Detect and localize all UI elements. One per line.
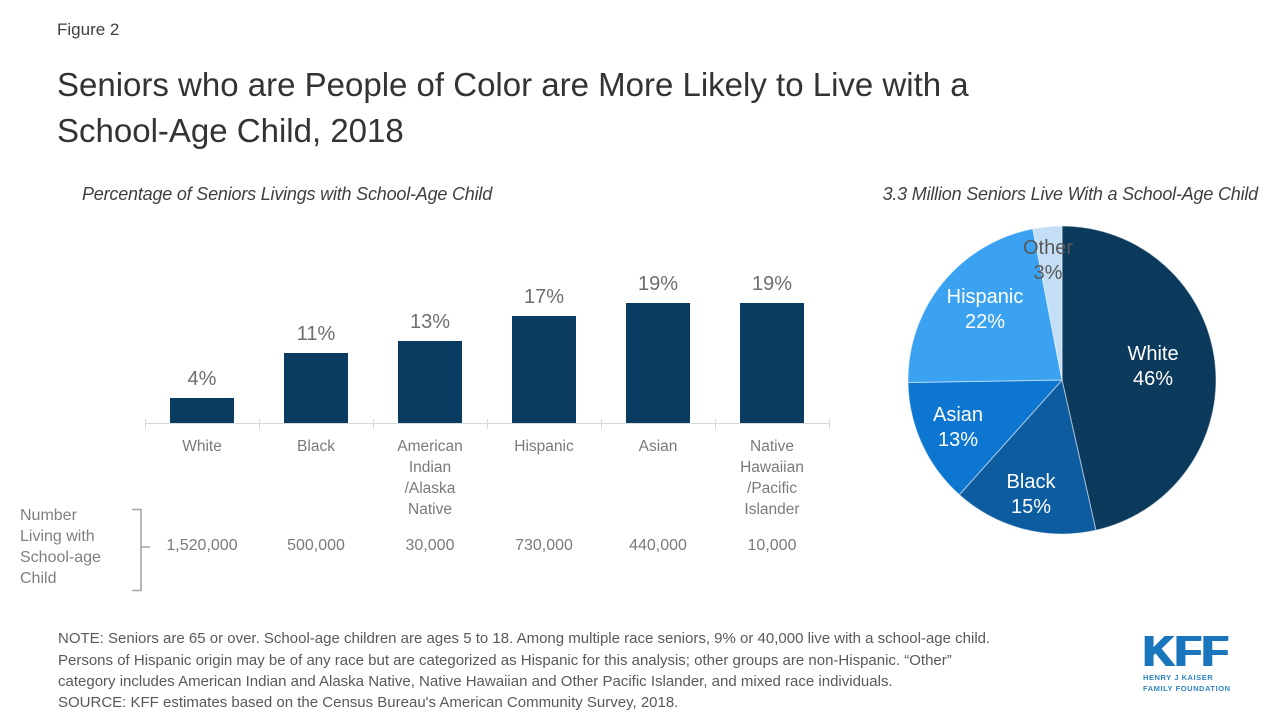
kff-logo-subtitle-2: FAMILY FOUNDATION — [1143, 684, 1231, 693]
source-text: SOURCE: KFF estimates based on the Censu… — [58, 694, 679, 711]
bar — [170, 398, 234, 423]
kff-logo-text: KFF — [1143, 627, 1229, 676]
pie-chart-subtitle: 3.3 Million Seniors Live With a School-A… — [882, 184, 1259, 204]
x-axis-tick — [145, 419, 146, 429]
bar — [626, 303, 690, 423]
page-title: Seniors who are People of Color are More… — [57, 62, 969, 154]
bar-value-label: 19% — [751, 273, 793, 295]
x-axis-tick — [373, 419, 374, 429]
bar-count-label: 10,000 — [747, 537, 797, 554]
bar-value-label: 17% — [523, 286, 565, 308]
bar — [398, 341, 462, 423]
title-line-1: Seniors who are People of Color are More… — [57, 66, 969, 103]
pie-slice-hispanic — [907, 228, 1063, 383]
figure-label: Figure 2 — [57, 20, 120, 39]
bar-category-label: Hispanic — [514, 438, 574, 455]
x-axis-tick — [829, 419, 830, 429]
bar-chart-subtitle: Percentage of Seniors Livings with Schoo… — [82, 184, 493, 204]
pie-chart — [907, 225, 1217, 535]
kff-logo-subtitle-1: HENRY J KAISER — [1143, 673, 1214, 682]
x-axis-tick — [715, 419, 716, 429]
bar-category-label: American Indian /Alaska Native — [397, 438, 463, 518]
pie-slice-white — [1061, 225, 1217, 531]
bar-value-label: 11% — [296, 323, 336, 345]
bar-count-label: 1,520,000 — [166, 537, 238, 554]
pie-slice-asian — [907, 379, 1064, 496]
pie-slice-other — [1032, 225, 1063, 381]
bar-category-label: Black — [297, 438, 335, 455]
bar-value-label: 13% — [409, 311, 451, 333]
kff-logo: KFF HENRY J KAISER FAMILY FOUNDATION — [1143, 627, 1263, 694]
bar-value-label: 19% — [637, 273, 679, 295]
pie-slice-black — [958, 378, 1097, 535]
bar-category-label: Asian — [638, 438, 678, 455]
bar-category-label: Native Hawaiian /Pacific Islander — [740, 438, 804, 518]
bar — [284, 353, 348, 423]
x-axis-tick — [487, 419, 488, 429]
title-line-2: School-Age Child, 2018 — [57, 112, 404, 149]
bar-count-label: 500,000 — [287, 537, 345, 554]
note-text: NOTE: Seniors are 65 or over. School-age… — [58, 630, 991, 690]
bar-row-label: Number Living with School-age Child — [20, 507, 101, 587]
bar-value-label: 4% — [187, 368, 217, 390]
bar — [740, 303, 804, 423]
x-axis-tick — [259, 419, 260, 429]
row-label-bracket — [132, 508, 150, 592]
bar-count-label: 440,000 — [629, 537, 687, 554]
bar-count-label: 730,000 — [515, 537, 573, 554]
bar — [512, 316, 576, 423]
x-axis-tick — [601, 419, 602, 429]
bar-count-label: 30,000 — [405, 537, 455, 554]
bar-category-label: White — [182, 438, 222, 455]
